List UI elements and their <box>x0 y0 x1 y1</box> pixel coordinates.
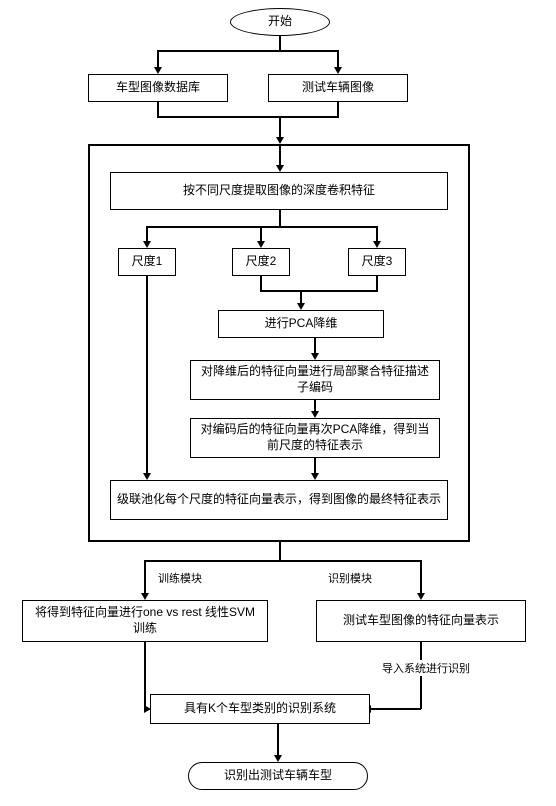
edge-line <box>370 708 421 710</box>
edge-line <box>260 290 378 292</box>
edge-line <box>277 724 279 756</box>
edge-line <box>260 276 262 290</box>
edge-line <box>314 338 316 354</box>
test-img-label: 测试车辆图像 <box>302 80 374 96</box>
edge-line <box>146 276 148 474</box>
scale3-node: 尺度3 <box>348 248 406 276</box>
result-node: 识别出测试车辆车型 <box>188 762 368 790</box>
svm-train-node: 将得到特征向量进行one vs rest 线性SVM训练 <box>22 600 268 642</box>
edge-line <box>376 276 378 290</box>
svm-train-label: 将得到特征向量进行one vs rest 线性SVM训练 <box>29 605 261 636</box>
edge-line <box>279 210 281 226</box>
edge-line <box>260 226 262 242</box>
edge-line <box>376 226 378 242</box>
edge-line <box>279 542 281 560</box>
start-label: 开始 <box>268 14 292 30</box>
arrowhead <box>143 241 151 248</box>
system-label: 具有K个车型类别的识别系统 <box>184 701 336 717</box>
encode-node: 对降维后的特征向量进行局部聚合特征描述子编码 <box>190 360 440 400</box>
edge-line <box>157 116 339 118</box>
arrowhead <box>311 473 319 480</box>
import-system-label: 导入系统进行识别 <box>380 660 472 676</box>
edge-line <box>314 458 316 474</box>
edge-line <box>279 116 281 138</box>
arrowhead <box>276 137 284 144</box>
recog-module-label: 识别模块 <box>326 570 374 586</box>
test-vec-label: 测试车型图像的特征向量表示 <box>343 613 499 629</box>
edge-line <box>157 50 339 52</box>
encode-label: 对降维后的特征向量进行局部聚合特征描述子编码 <box>197 364 433 395</box>
pca1-label: 进行PCA降维 <box>265 316 338 332</box>
pca1-node: 进行PCA降维 <box>218 310 384 338</box>
arrowhead <box>334 67 342 74</box>
edge-line <box>146 226 148 242</box>
arrowhead <box>311 353 319 360</box>
arrowhead <box>373 241 381 248</box>
arrowhead <box>297 303 305 310</box>
arrowhead <box>143 473 151 480</box>
arrowhead <box>141 593 149 600</box>
arrowhead <box>274 755 282 762</box>
scale1-node: 尺度1 <box>118 248 176 276</box>
arrowhead <box>311 411 319 418</box>
extract-label: 按不同尺度提取图像的深度卷积特征 <box>183 183 375 199</box>
edge-line <box>420 560 422 594</box>
edge-line <box>144 560 146 594</box>
scale2-label: 尺度2 <box>246 254 277 270</box>
arrowhead <box>276 165 284 172</box>
edge-line <box>279 36 281 50</box>
cascade-label: 级联池化每个尺度的特征向量表示，得到图像的最终特征表示 <box>117 492 441 508</box>
db-node: 车型图像数据库 <box>88 74 228 102</box>
train-module-label: 训练模块 <box>156 570 204 586</box>
pca2-node: 对编码后的特征向量再次PCA降维，得到当前尺度的特征表示 <box>190 418 440 458</box>
edge-line <box>337 102 339 116</box>
arrowhead <box>154 67 162 74</box>
scale2-node: 尺度2 <box>232 248 290 276</box>
db-label: 车型图像数据库 <box>116 80 200 96</box>
result-label: 识别出测试车辆车型 <box>224 768 332 784</box>
start-node: 开始 <box>230 8 330 36</box>
cascade-node: 级联池化每个尺度的特征向量表示，得到图像的最终特征表示 <box>110 480 448 520</box>
edge-line <box>300 290 302 304</box>
edge-line <box>144 560 422 562</box>
edge-line <box>144 642 146 709</box>
system-node: 具有K个车型类别的识别系统 <box>150 694 370 724</box>
edge-line <box>337 50 339 68</box>
edge-line <box>279 144 281 165</box>
edge-line <box>157 50 159 68</box>
test-img-node: 测试车辆图像 <box>268 74 408 102</box>
arrowhead <box>417 593 425 600</box>
test-vec-node: 测试车型图像的特征向量表示 <box>316 600 526 642</box>
pca2-label: 对编码后的特征向量再次PCA降维，得到当前尺度的特征表示 <box>197 422 433 453</box>
scale3-label: 尺度3 <box>362 254 393 270</box>
scale1-label: 尺度1 <box>132 254 163 270</box>
edge-line <box>157 102 159 116</box>
arrowhead <box>257 241 265 248</box>
edge-line <box>146 226 378 228</box>
extract-node: 按不同尺度提取图像的深度卷积特征 <box>110 172 448 210</box>
